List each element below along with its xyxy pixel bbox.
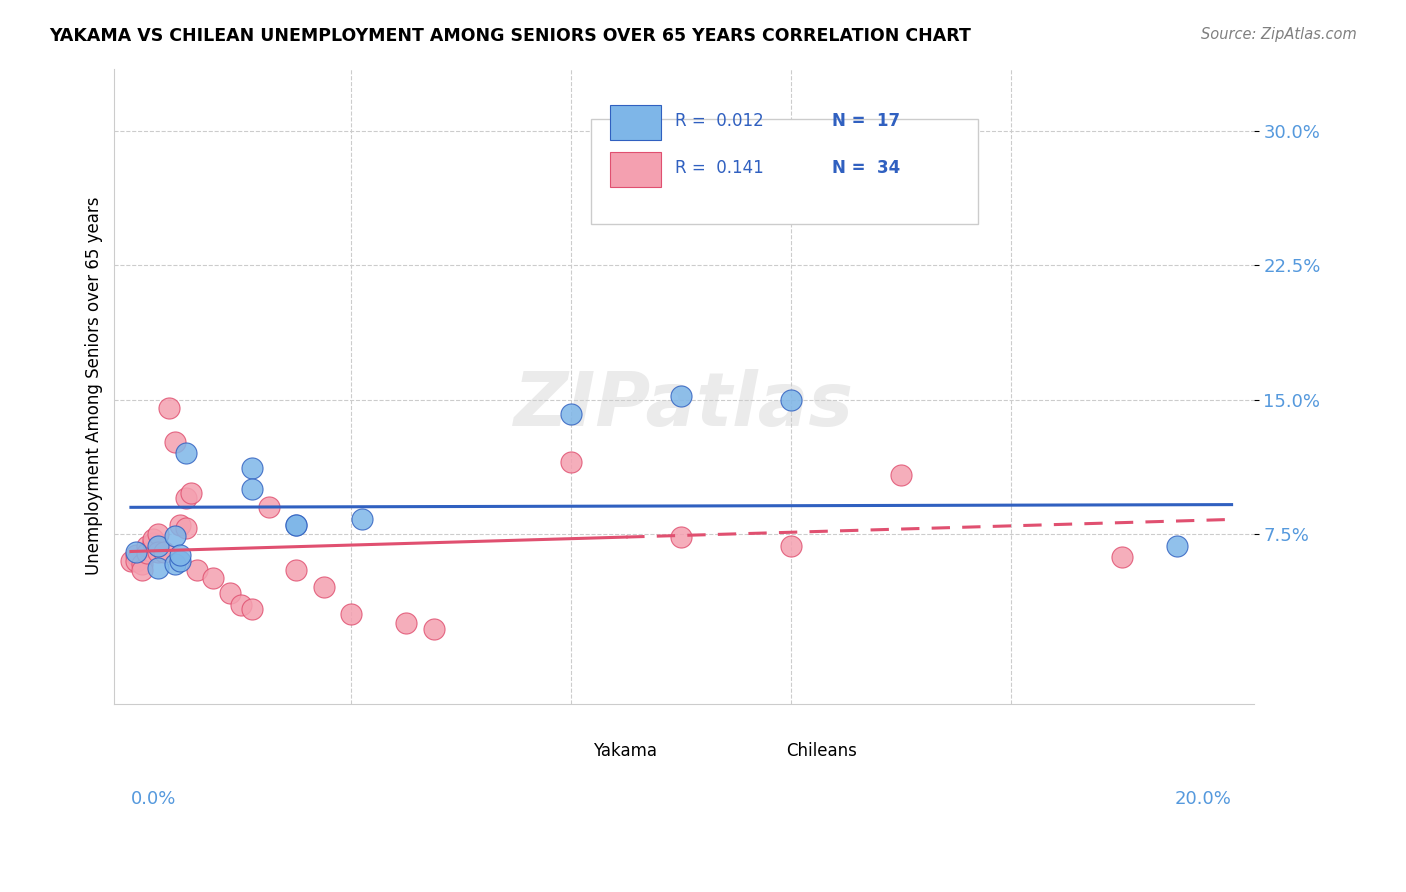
Point (125, 553, 148, 567)
Text: Yakama: Yakama (593, 741, 657, 760)
Point (219, 586, 242, 600)
Text: Source: ZipAtlas.com: Source: ZipAtlas.com (1201, 27, 1357, 42)
Point (169, 517, 191, 532)
Point (285, 562, 308, 576)
Point (136, 539, 159, 553)
Text: R =  0.012: R = 0.012 (675, 112, 763, 129)
Point (285, 517, 308, 532)
Text: Chileans: Chileans (786, 741, 858, 760)
Point (202, 571, 225, 585)
Point (136, 546, 159, 560)
Point (422, 622, 444, 636)
Point (131, 557, 153, 571)
Point (240, 460, 263, 475)
Text: 0.0%: 0.0% (131, 789, 176, 807)
Point (169, 553, 191, 567)
Text: ZIPatlas: ZIPatlas (515, 368, 853, 442)
Point (229, 599, 252, 613)
Point (148, 560, 170, 574)
Point (125, 548, 148, 562)
Point (240, 602, 263, 616)
Point (148, 539, 170, 553)
Point (163, 557, 186, 571)
Point (671, 530, 693, 544)
Point (1166, 539, 1188, 553)
Point (159, 401, 181, 416)
Point (174, 446, 197, 460)
Point (285, 517, 308, 532)
Point (312, 581, 335, 595)
FancyBboxPatch shape (553, 738, 585, 764)
Y-axis label: Unemployment Among Seniors over 65 years: Unemployment Among Seniors over 65 years (86, 197, 103, 575)
Point (174, 521, 197, 535)
Point (240, 482, 263, 496)
Point (560, 455, 582, 469)
FancyBboxPatch shape (610, 105, 661, 140)
Point (142, 532, 165, 546)
Point (395, 616, 418, 631)
Point (142, 535, 165, 549)
Point (780, 392, 803, 407)
Point (560, 407, 582, 421)
Point (671, 389, 693, 403)
Point (131, 562, 153, 576)
Point (148, 526, 170, 541)
Point (340, 607, 363, 622)
Point (163, 528, 186, 542)
Point (890, 467, 912, 482)
Text: 20.0%: 20.0% (1175, 789, 1232, 807)
Point (163, 435, 186, 450)
FancyBboxPatch shape (747, 738, 779, 764)
FancyBboxPatch shape (591, 120, 979, 224)
Text: R =  0.141: R = 0.141 (675, 160, 763, 178)
Point (148, 544, 170, 558)
Point (169, 548, 191, 562)
Point (180, 485, 202, 500)
Point (352, 512, 374, 526)
Text: N =  34: N = 34 (832, 160, 900, 178)
Point (153, 544, 176, 558)
Point (780, 539, 803, 553)
Point (1111, 549, 1133, 564)
Point (174, 491, 197, 505)
Point (120, 553, 142, 567)
Point (125, 544, 148, 558)
Text: YAKAMA VS CHILEAN UNEMPLOYMENT AMONG SENIORS OVER 65 YEARS CORRELATION CHART: YAKAMA VS CHILEAN UNEMPLOYMENT AMONG SEN… (49, 27, 972, 45)
Text: N =  17: N = 17 (832, 112, 900, 129)
FancyBboxPatch shape (610, 153, 661, 187)
Point (186, 562, 208, 576)
Point (257, 500, 280, 514)
